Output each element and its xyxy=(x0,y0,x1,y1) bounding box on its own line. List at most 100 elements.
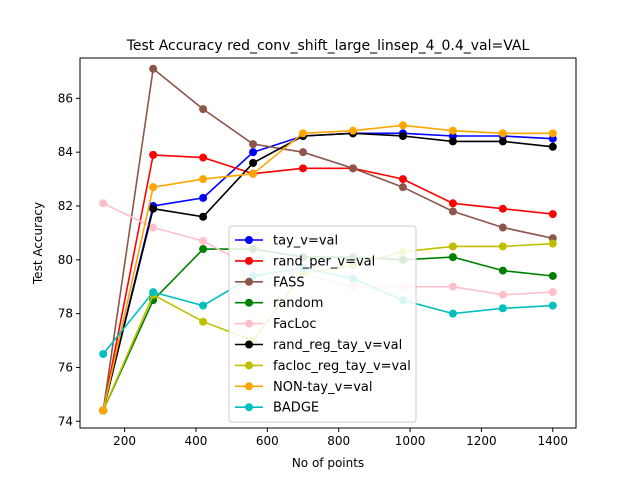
series-NON-tay_v=val xyxy=(99,121,557,415)
data-point xyxy=(548,129,557,138)
data-point xyxy=(448,199,457,208)
data-point xyxy=(249,148,258,157)
data-point xyxy=(498,129,507,138)
y-tick-label: 78 xyxy=(58,307,73,321)
axes-frame xyxy=(79,57,577,429)
data-point xyxy=(548,288,557,297)
data-point xyxy=(149,204,158,213)
data-point xyxy=(548,239,557,248)
data-point xyxy=(299,129,308,138)
data-point xyxy=(199,175,208,184)
legend-entry: FASS xyxy=(235,275,305,290)
data-point xyxy=(199,301,208,310)
data-point xyxy=(398,175,407,184)
legend-marker xyxy=(245,236,253,244)
legend-marker xyxy=(245,382,253,391)
data-point xyxy=(149,150,158,159)
data-point xyxy=(99,350,108,358)
legend-entry: rand_per_v=val xyxy=(235,254,375,269)
legend-entry: tay_v=val xyxy=(235,234,338,249)
chart-title: Test Accuracy red_conv_shift_large_linse… xyxy=(126,38,530,54)
data-point xyxy=(199,236,208,245)
data-point xyxy=(498,304,507,313)
legend: tay_v=val rand_per_v=val FASS random FacLoc r… xyxy=(228,225,417,423)
y-axis-label: Test Accuracy xyxy=(31,202,45,285)
data-point xyxy=(199,317,208,326)
legend-label: FASS xyxy=(273,275,305,290)
data-point xyxy=(99,199,108,208)
legend-label: NON-tay_v=val xyxy=(273,380,373,395)
y-tick-label: 74 xyxy=(58,414,73,428)
data-point xyxy=(448,207,457,216)
y-tick-label: 86 xyxy=(58,91,73,105)
axis-ticks: 200 400 600 800 1000 1200 1400 74 76 78 80 82 84 86 xyxy=(58,91,568,448)
legend-label: random xyxy=(273,296,323,311)
data-point xyxy=(149,288,158,297)
data-point xyxy=(548,301,557,310)
legend-marker xyxy=(245,340,253,349)
data-point xyxy=(498,242,507,251)
data-point xyxy=(199,153,208,162)
y-tick-label: 76 xyxy=(58,360,73,374)
legend-marker xyxy=(245,319,253,328)
series-rand_reg_tay_v=val xyxy=(99,129,557,415)
data-point xyxy=(199,193,208,202)
legend-entry: facloc_reg_tay_v=val xyxy=(235,359,411,374)
legend-label: tay_v=val xyxy=(273,234,338,249)
data-point xyxy=(448,282,457,291)
series-line xyxy=(102,154,553,411)
data-point xyxy=(448,137,457,146)
legend-label: rand_reg_tay_v=val xyxy=(273,338,402,353)
data-point xyxy=(149,183,158,192)
x-tick-label: 1200 xyxy=(466,434,497,448)
legend-entry: NON-tay_v=val xyxy=(235,380,373,395)
y-tick-label: 82 xyxy=(58,199,73,213)
data-point xyxy=(548,271,557,280)
data-point xyxy=(348,164,357,173)
data-point xyxy=(149,64,158,73)
data-point xyxy=(249,158,258,167)
data-point xyxy=(448,242,457,251)
data-point xyxy=(548,210,557,219)
data-point xyxy=(448,309,457,318)
data-point xyxy=(99,406,108,415)
x-axis-label: No of points xyxy=(292,456,364,470)
x-tick-label: 400 xyxy=(185,434,208,448)
data-point xyxy=(498,223,507,232)
data-point xyxy=(199,105,208,114)
legend-entry: FacLoc xyxy=(235,317,317,332)
data-point xyxy=(348,126,357,135)
legend-entry: BADGE xyxy=(235,401,319,416)
data-point xyxy=(398,183,407,192)
x-tick-label: 800 xyxy=(327,434,350,448)
data-point xyxy=(548,142,557,151)
legend-label: facloc_reg_tay_v=val xyxy=(273,359,411,374)
data-point xyxy=(299,148,308,157)
data-point xyxy=(498,204,507,213)
y-tick-label: 80 xyxy=(58,253,73,267)
legend-entry: random xyxy=(235,296,323,311)
legend-entry: rand_reg_tay_v=val xyxy=(235,338,402,353)
legend-marker xyxy=(245,361,253,370)
legend-label: BADGE xyxy=(273,401,319,416)
series-line xyxy=(102,132,553,411)
data-point xyxy=(448,126,457,135)
legend-marker xyxy=(245,298,253,307)
data-point xyxy=(199,212,208,221)
legend-marker xyxy=(245,403,253,412)
legend-marker xyxy=(245,256,253,265)
y-tick-label: 84 xyxy=(58,145,73,159)
data-point xyxy=(249,169,258,178)
legend-marker xyxy=(245,277,253,286)
legend-label: rand_per_v=val xyxy=(273,254,375,269)
series-line xyxy=(102,124,553,411)
data-point xyxy=(299,164,308,173)
data-point xyxy=(398,132,407,141)
x-tick-label: 600 xyxy=(256,434,279,448)
legend-box xyxy=(228,225,417,423)
x-tick-label: 1000 xyxy=(395,434,426,448)
data-point xyxy=(448,253,457,262)
legend-label: FacLoc xyxy=(273,317,317,332)
data-point xyxy=(149,223,158,232)
